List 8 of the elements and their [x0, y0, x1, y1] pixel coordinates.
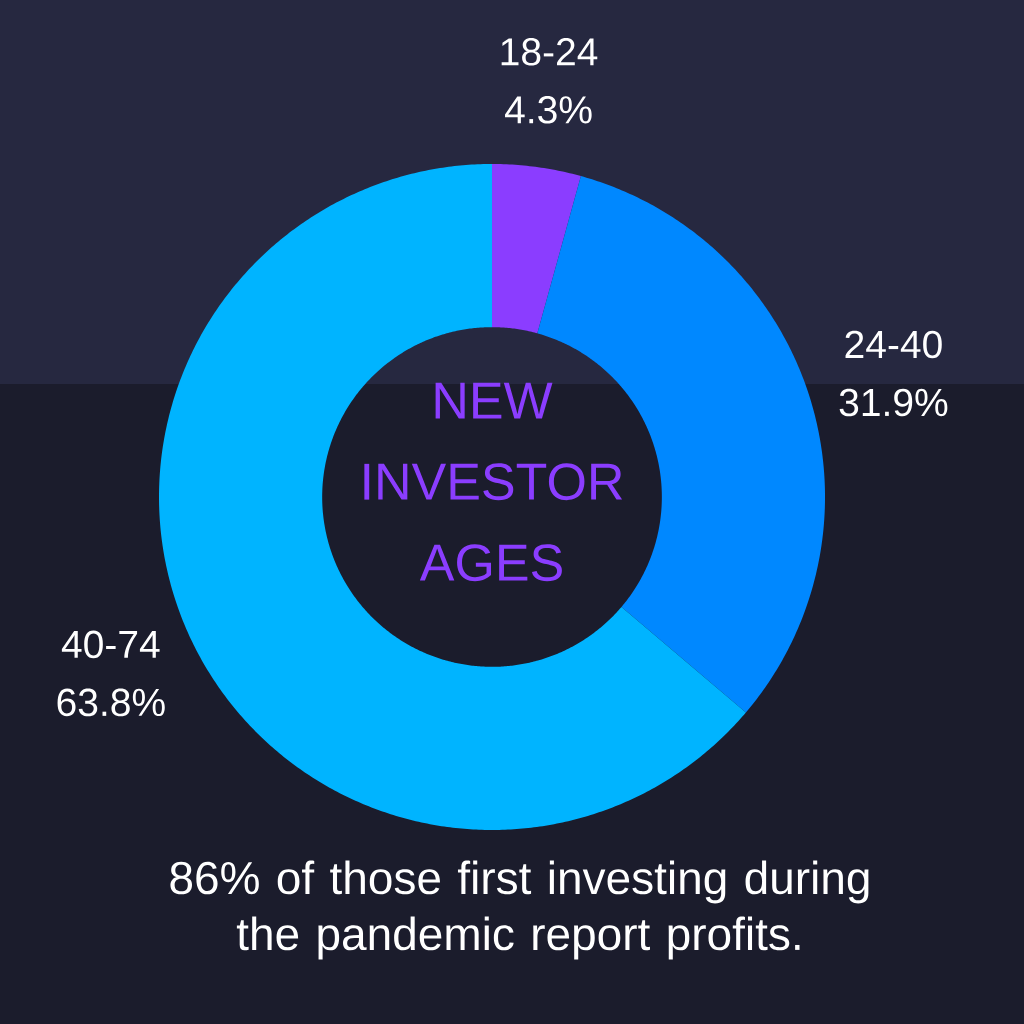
slice-label: 24-40 [845, 330, 942, 359]
data-label: 63.8% [57, 688, 165, 717]
slice-label: 40-74 [61, 630, 160, 659]
slice-label: 18-24 [501, 38, 598, 66]
text: 86% of those first investing during the pandemic report profits. [170, 860, 869, 960]
data-label: 4.3% [505, 96, 592, 124]
data-label: 31.9% [839, 388, 948, 417]
text: NEW INVESTOR AGES [364, 382, 623, 582]
